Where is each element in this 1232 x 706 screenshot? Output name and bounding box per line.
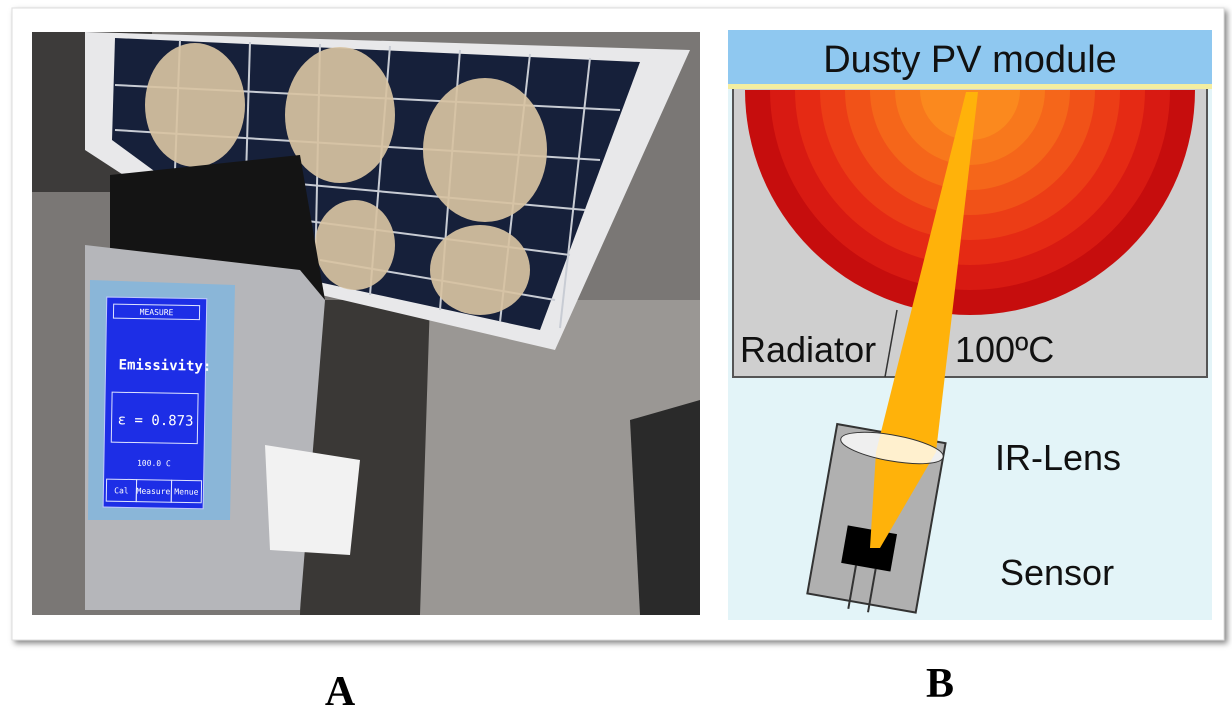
device-screen: MEASURE Emissivity: ε = 0.873 100.0 C Ca… bbox=[102, 296, 211, 510]
shape bbox=[728, 30, 1212, 84]
lens-label: IR-Lens bbox=[995, 437, 1121, 478]
shape bbox=[847, 565, 857, 609]
panel-label: A bbox=[325, 669, 356, 706]
screen-title: Emissivity: bbox=[118, 357, 211, 375]
screen-temperature: 100.0 C bbox=[137, 459, 171, 469]
group bbox=[745, 90, 1195, 315]
radiator-label: Radiator bbox=[740, 329, 876, 370]
shape bbox=[884, 309, 898, 378]
panel-label: B bbox=[926, 661, 954, 706]
temperature-label: 100ºC bbox=[955, 329, 1054, 370]
shape bbox=[145, 43, 245, 167]
screen-header: MEASURE bbox=[140, 308, 174, 318]
shape bbox=[870, 92, 978, 548]
shape bbox=[285, 47, 395, 183]
shape bbox=[728, 84, 1212, 89]
screen-button: Menue bbox=[174, 487, 198, 496]
group bbox=[145, 43, 547, 315]
shape bbox=[430, 225, 530, 315]
shape bbox=[315, 200, 395, 290]
shape bbox=[840, 431, 944, 465]
shape bbox=[112, 303, 201, 321]
photo: MEASURE Emissivity: ε = 0.873 100.0 C Ca… bbox=[32, 32, 700, 615]
diagram: Dusty PV module Radiator 100ºC IR-Lens S… bbox=[728, 30, 1212, 620]
shape bbox=[559, 57, 591, 329]
screen-reading: ε = 0.873 bbox=[118, 412, 194, 429]
shape bbox=[630, 400, 700, 615]
shape bbox=[867, 568, 877, 613]
module-label: Dusty PV module bbox=[823, 39, 1117, 81]
shape bbox=[265, 445, 360, 555]
sensor-label: Sensor bbox=[1000, 552, 1114, 593]
shape bbox=[170, 479, 203, 504]
shape bbox=[110, 391, 199, 445]
screen-button: Measure bbox=[136, 487, 170, 497]
shape bbox=[102, 296, 208, 510]
shape bbox=[423, 78, 547, 222]
screen-button: Cal bbox=[114, 486, 129, 495]
